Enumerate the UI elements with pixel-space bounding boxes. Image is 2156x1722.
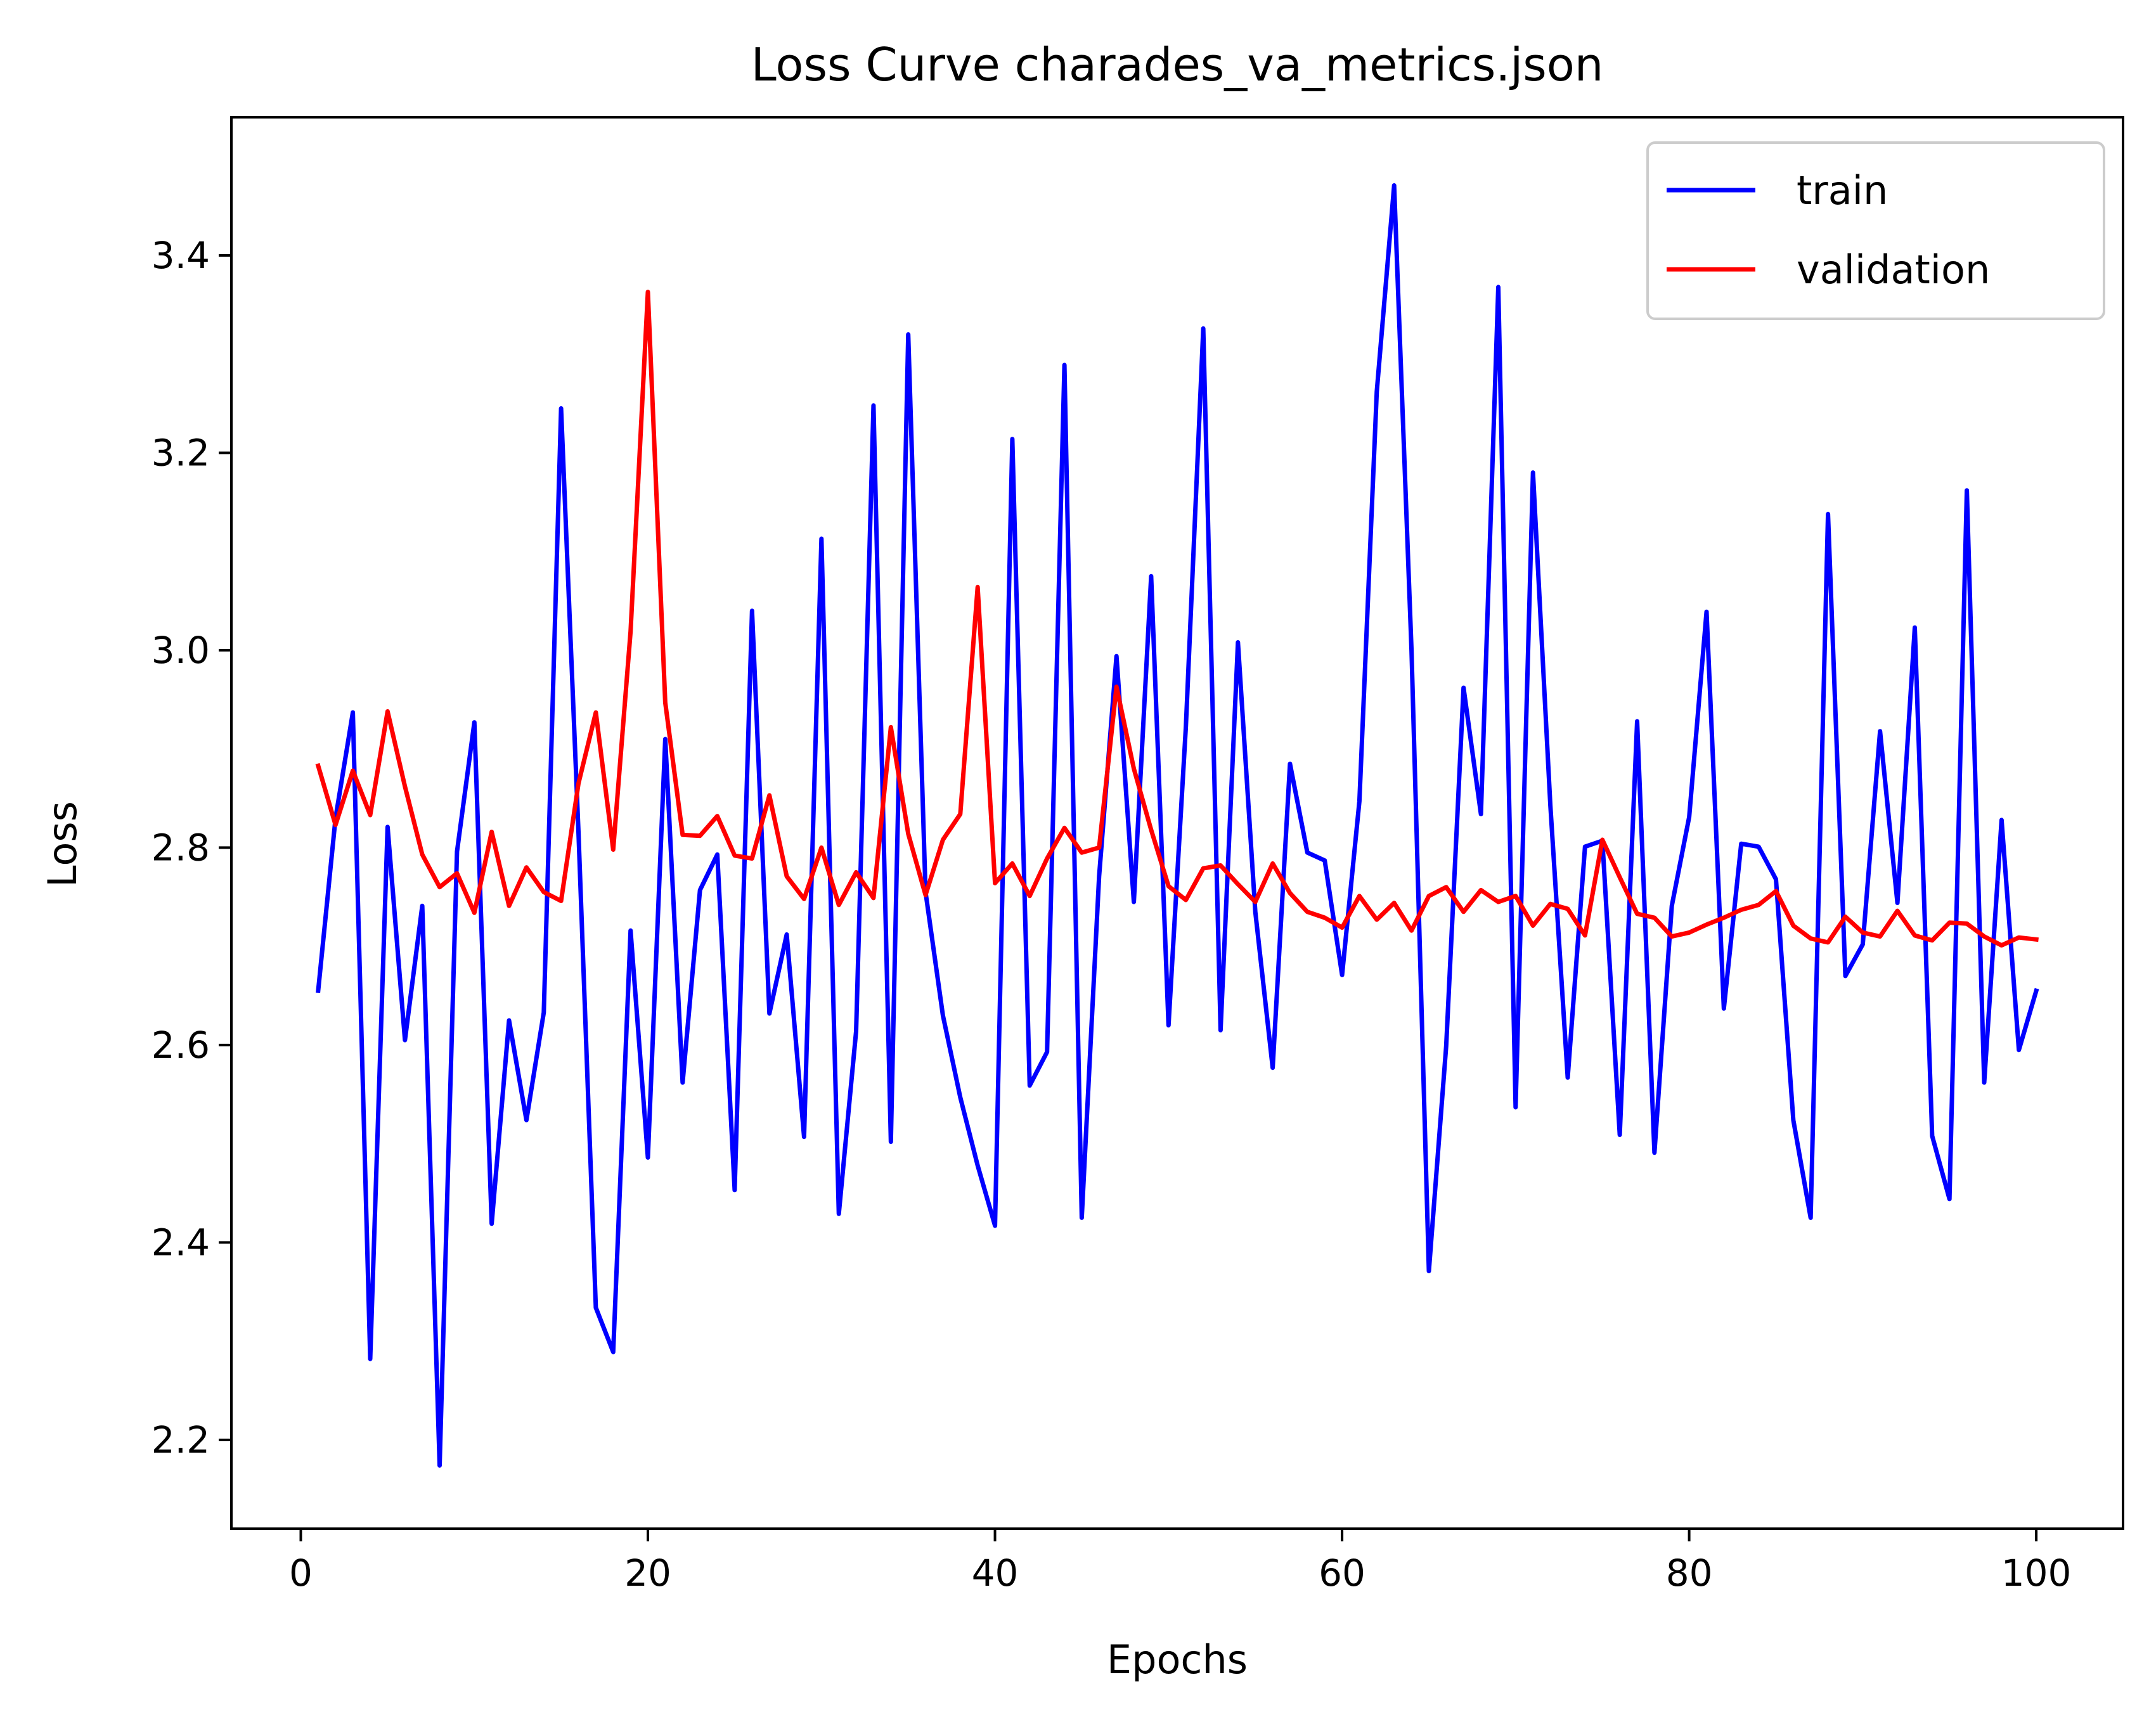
series-line-validation — [315, 290, 2039, 948]
x-tick-label: 80 — [1666, 1552, 1713, 1595]
x-tick-label: 100 — [2001, 1552, 2072, 1595]
legend-label-train: train — [1797, 167, 1888, 214]
x-tick-label: 60 — [1319, 1552, 1365, 1595]
y-tick-label: 2.2 — [152, 1418, 210, 1462]
x-tick-label: 0 — [289, 1552, 313, 1595]
x-tick-label: 20 — [624, 1552, 671, 1595]
y-tick-label: 3.0 — [152, 629, 210, 672]
y-axis: 2.2 2.4 2.6 2.8 3.0 3.2 3.4 — [152, 234, 231, 1462]
y-axis-label: Loss — [39, 801, 86, 887]
y-tick-label: 3.2 — [152, 431, 210, 474]
y-tick-label: 2.6 — [152, 1024, 210, 1067]
legend-box — [1646, 141, 2105, 320]
x-tick-label: 40 — [972, 1552, 1019, 1595]
plot-frame — [230, 116, 2124, 1530]
legend: train validation — [1646, 141, 2105, 320]
y-tick-label: 2.4 — [152, 1221, 210, 1264]
plot-area — [315, 183, 2039, 1468]
y-tick-label: 2.8 — [152, 826, 210, 869]
chart-title: Loss Curve charades_va_metrics.json — [751, 38, 1604, 91]
x-axis-label: Epochs — [1107, 1636, 1248, 1683]
series-line-train — [316, 183, 2039, 1468]
x-axis: 0 20 40 60 80 100 — [289, 1529, 2071, 1595]
legend-label-validation: validation — [1797, 247, 1990, 293]
y-tick-label: 3.4 — [152, 234, 210, 277]
